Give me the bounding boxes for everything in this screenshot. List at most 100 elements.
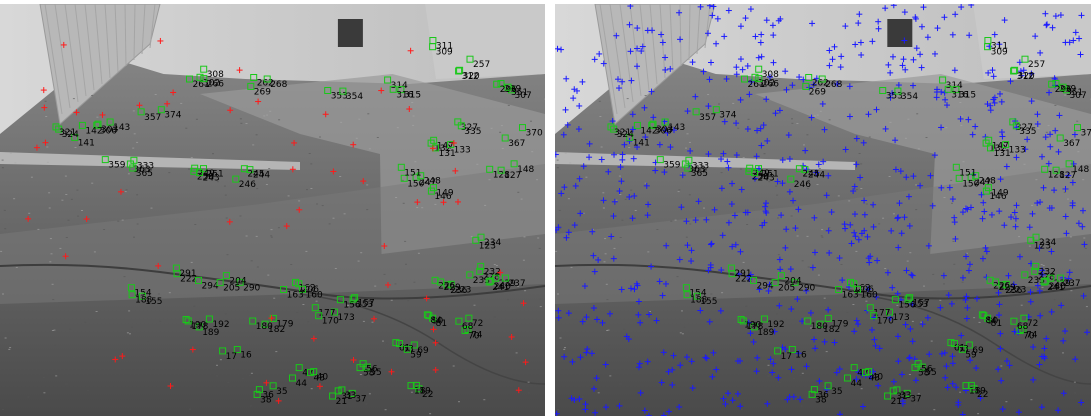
asphalt-texture xyxy=(188,168,190,170)
inlier-feature-box xyxy=(315,312,323,320)
asphalt-texture xyxy=(1000,365,1003,367)
asphalt-texture xyxy=(1083,237,1086,239)
asphalt-texture xyxy=(362,320,365,322)
asphalt-texture xyxy=(481,245,484,247)
asphalt-texture xyxy=(804,174,807,176)
inlier-feature-box xyxy=(755,75,763,83)
feature-id-label: 70 xyxy=(468,332,480,342)
asphalt-texture xyxy=(168,292,171,294)
feature-id-label: 306 xyxy=(100,126,117,136)
asphalt-texture xyxy=(421,207,424,209)
asphalt-texture xyxy=(961,281,964,283)
feature-id-label: 204 xyxy=(784,277,801,287)
asphalt-texture xyxy=(934,342,937,344)
asphalt-texture xyxy=(412,124,415,126)
inlier-feature-box xyxy=(351,294,359,302)
inlier-feature-box xyxy=(965,341,973,349)
inlier-feature-box xyxy=(656,156,664,164)
feature-id-label: 162 xyxy=(854,283,871,293)
feature-id-label: 321 xyxy=(59,128,76,138)
inlier-feature-box xyxy=(886,308,893,316)
inlier-feature-box xyxy=(447,280,455,288)
asphalt-texture xyxy=(803,144,805,146)
asphalt-texture xyxy=(428,183,431,185)
inlier-feature-box xyxy=(972,172,980,180)
asphalt-texture xyxy=(538,247,541,249)
asphalt-texture xyxy=(678,189,681,191)
asphalt-texture xyxy=(820,235,823,237)
feature-id-label: 192 xyxy=(767,320,784,330)
inlier-feature-box xyxy=(1059,83,1067,91)
garage-door-rib xyxy=(94,4,103,85)
window-dark xyxy=(337,19,363,47)
inlier-feature-box xyxy=(349,295,357,303)
asphalt-texture xyxy=(807,266,810,268)
feature-id-label: 150 xyxy=(407,179,424,189)
garage-door-rib xyxy=(679,4,682,67)
asphalt-texture xyxy=(267,274,270,276)
feature-id-label: 354 xyxy=(901,92,918,102)
asphalt-texture xyxy=(542,367,545,369)
asphalt-texture xyxy=(626,357,629,358)
asphalt-texture xyxy=(564,152,567,154)
inlier-feature-box xyxy=(492,274,500,282)
asphalt-texture xyxy=(4,228,7,230)
inlier-feature-box xyxy=(1031,267,1039,275)
feature-id-label: 262 xyxy=(257,79,274,89)
feature-id-label: 228 xyxy=(1038,272,1055,282)
asphalt-texture xyxy=(72,357,75,358)
asphalt-texture xyxy=(91,95,94,96)
asphalt-texture xyxy=(1031,204,1034,206)
garage-door-rib xyxy=(704,4,711,49)
asphalt-texture xyxy=(888,176,891,177)
asphalt-texture xyxy=(67,131,70,133)
inlier-feature-box xyxy=(879,87,887,94)
feature-id-label: 248 xyxy=(424,177,441,187)
feature-id-label: 147 xyxy=(437,141,454,151)
inlier-feature-box xyxy=(338,386,346,394)
inlier-feature-box xyxy=(397,163,405,171)
asphalt-texture xyxy=(746,224,749,225)
asphalt-texture xyxy=(544,98,545,100)
inlier-feature-box xyxy=(865,368,873,376)
feature-id-label: 250 xyxy=(197,172,214,182)
asphalt-texture xyxy=(896,304,899,306)
asphalt-texture xyxy=(1054,104,1057,106)
asphalt-texture xyxy=(819,110,822,112)
asphalt-texture xyxy=(185,127,188,129)
asphalt-texture xyxy=(1030,399,1033,401)
asphalt-texture xyxy=(402,202,405,204)
asphalt-texture xyxy=(1069,236,1072,238)
asphalt-texture xyxy=(558,209,561,211)
inlier-feature-box xyxy=(461,327,469,334)
asphalt-texture xyxy=(374,285,377,287)
asphalt-texture xyxy=(1077,151,1080,153)
asphalt-texture xyxy=(252,144,255,146)
asphalt-texture xyxy=(216,375,219,377)
feature-id-label: 294 xyxy=(202,281,219,291)
asphalt-texture xyxy=(72,98,75,100)
feature-id-label: 81 xyxy=(991,319,1002,329)
asphalt-texture xyxy=(2,293,4,295)
asphalt-texture xyxy=(957,345,960,347)
feature-id-label: 43 xyxy=(314,373,325,383)
feature-id-label: 240 xyxy=(494,282,511,292)
asphalt-texture xyxy=(270,229,273,231)
asphalt-texture xyxy=(1008,354,1010,356)
feature-id-label: 84 xyxy=(430,316,442,326)
inlier-feature-box xyxy=(397,86,405,94)
asphalt-texture xyxy=(763,153,766,155)
garage-door-rib xyxy=(104,4,111,79)
asphalt-texture xyxy=(821,236,824,238)
asphalt-texture xyxy=(256,397,258,399)
asphalt-texture xyxy=(339,176,342,177)
asphalt-texture xyxy=(570,266,573,268)
asphalt-texture xyxy=(618,175,621,177)
inlier-feature-box xyxy=(519,124,526,132)
asphalt-texture xyxy=(416,350,419,352)
asphalt-texture xyxy=(689,223,692,225)
asphalt-texture xyxy=(821,229,824,231)
feature-id-label: 35 xyxy=(831,387,842,397)
feature-id-label: 261 xyxy=(748,80,765,90)
asphalt-texture xyxy=(721,292,724,294)
